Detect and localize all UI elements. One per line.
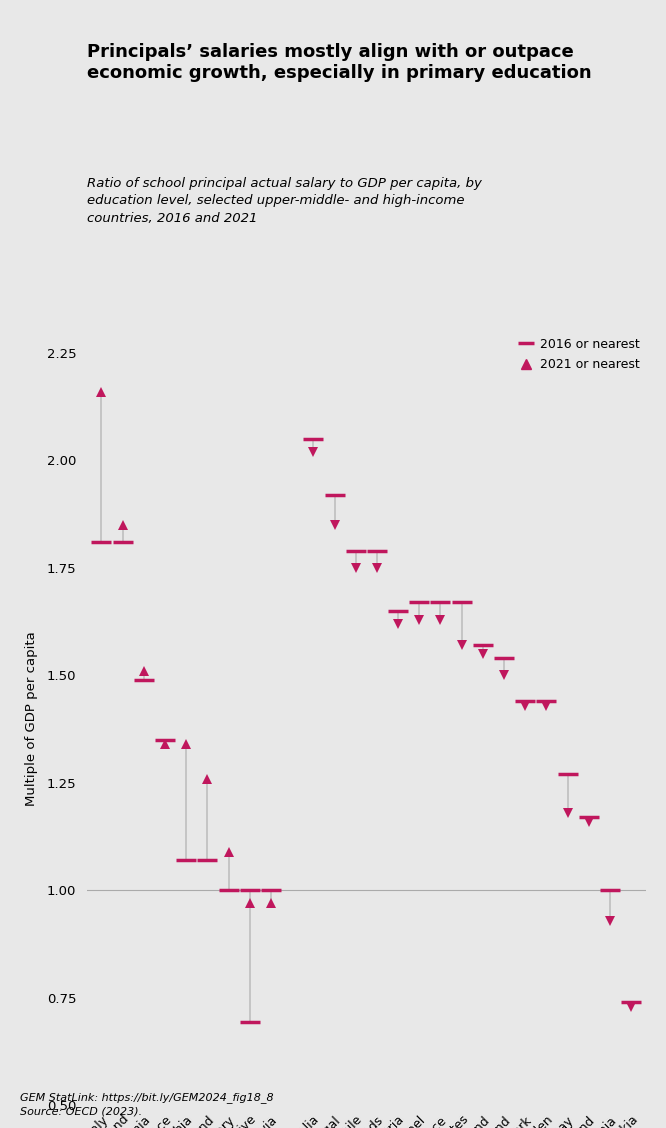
Text: GEM StatLink: https://bit.ly/GEM2024_fig18_8: GEM StatLink: https://bit.ly/GEM2024_fig… <box>20 1092 274 1103</box>
Text: Ratio of school principal actual salary to GDP per capita, by
education level, s: Ratio of school principal actual salary … <box>87 177 482 224</box>
Legend: 2016 or nearest, 2021 or nearest: 2016 or nearest, 2021 or nearest <box>519 337 640 371</box>
Y-axis label: Multiple of GDP per capita: Multiple of GDP per capita <box>25 631 38 805</box>
Text: Source: OECD (2023).: Source: OECD (2023). <box>20 1107 142 1117</box>
Text: Principals’ salaries mostly align with or outpace
economic growth, especially in: Principals’ salaries mostly align with o… <box>87 43 591 82</box>
